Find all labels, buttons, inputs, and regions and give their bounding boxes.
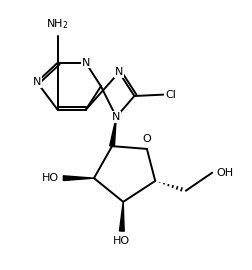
Text: N: N [115, 67, 123, 77]
Text: OH: OH [216, 168, 234, 178]
Text: N: N [81, 58, 90, 68]
Text: N: N [112, 112, 120, 122]
Polygon shape [63, 176, 94, 181]
Text: N: N [33, 77, 41, 87]
Text: NH$_2$: NH$_2$ [47, 17, 69, 31]
Text: Cl: Cl [165, 90, 176, 100]
Text: O: O [143, 134, 151, 144]
Polygon shape [110, 117, 116, 146]
Text: HO: HO [42, 173, 59, 183]
Polygon shape [119, 202, 124, 231]
Text: HO: HO [113, 236, 130, 246]
